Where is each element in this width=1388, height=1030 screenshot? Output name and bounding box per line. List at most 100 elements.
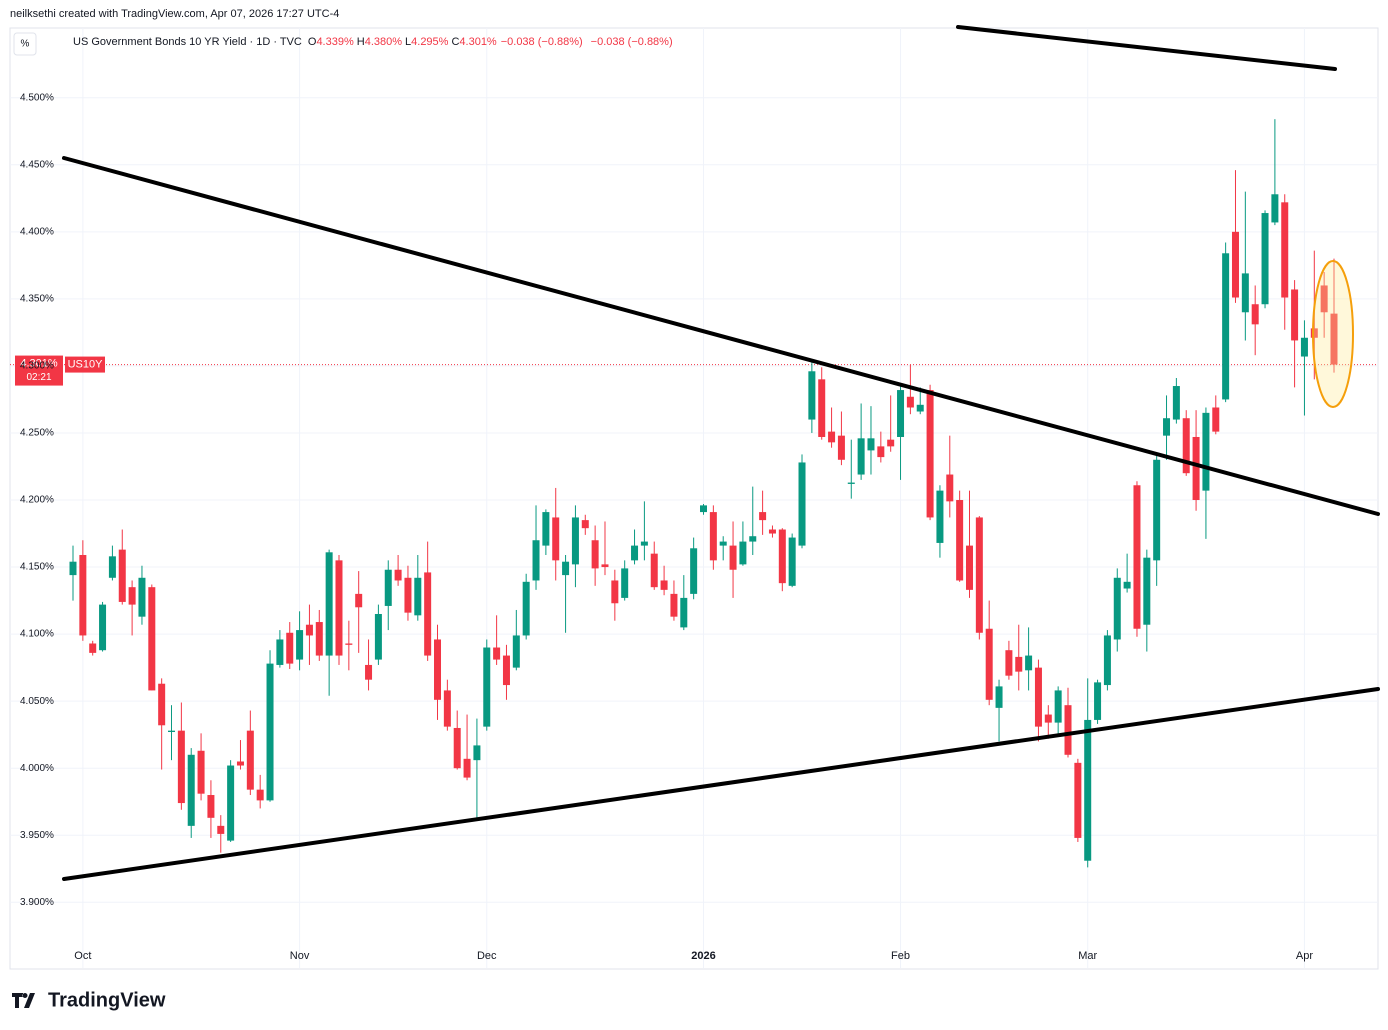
candle-body — [1034, 667, 1042, 727]
x-tick-label: Mar — [1078, 950, 1097, 962]
legend-item: 4.339% — [316, 36, 354, 48]
candle-body — [897, 390, 905, 437]
candle-body — [1153, 459, 1161, 561]
candle-body — [345, 643, 353, 645]
candle-body — [1212, 407, 1220, 432]
candle-body — [591, 540, 599, 569]
y-tick-label: 4.200% — [20, 495, 54, 506]
candle-body — [877, 446, 885, 458]
candle-body — [581, 520, 589, 529]
candle-body — [601, 564, 609, 568]
candle-body — [1094, 682, 1102, 720]
legend: US Government Bonds 10 YR Yield · 1D · T… — [73, 36, 673, 48]
candle-body — [1025, 655, 1033, 671]
x-tick-label: Feb — [891, 950, 910, 962]
candle-body — [1192, 436, 1200, 501]
y-tick-label: 4.050% — [20, 696, 54, 707]
chart-frame — [9, 27, 1379, 970]
legend-item: −0.038 (−0.88%) — [591, 36, 673, 48]
legend-item: C — [451, 36, 459, 48]
candle-body — [1320, 285, 1328, 313]
candle-body — [1054, 690, 1062, 723]
candle-body — [975, 517, 983, 633]
price-tags: 4.301% 02:21 US10Y — [15, 355, 105, 386]
candle-body — [965, 545, 973, 590]
unit-button-label[interactable]: % — [21, 39, 30, 50]
candle-body — [1123, 581, 1131, 589]
candle-body — [443, 690, 451, 727]
candle-body — [867, 438, 875, 451]
candle-body — [335, 560, 343, 656]
candle-body — [266, 663, 274, 801]
candle-body — [640, 541, 648, 546]
y-tick-label: 4.100% — [20, 629, 54, 640]
candle-body — [906, 396, 914, 408]
candle-body — [276, 639, 284, 665]
candle-body — [325, 552, 333, 656]
candle-body — [1044, 714, 1052, 723]
candle-body — [177, 730, 185, 804]
candle-body — [1084, 719, 1092, 861]
candle-body — [1241, 273, 1249, 313]
brand-name: TradingView — [48, 989, 166, 1011]
unit-button[interactable] — [13, 32, 37, 56]
candle-body — [246, 730, 254, 790]
candle-body — [394, 569, 402, 581]
candle-body — [916, 404, 924, 412]
candle-body — [798, 462, 806, 546]
candle-body — [1143, 557, 1151, 625]
candle-body — [1182, 418, 1190, 474]
candle-body — [522, 581, 530, 636]
trend-line — [62, 156, 1380, 516]
candle-body — [887, 439, 895, 447]
candle-body — [1202, 412, 1210, 491]
candle-body — [709, 512, 717, 561]
candle-body — [1172, 386, 1180, 420]
candle-body — [187, 754, 195, 826]
y-tick-label: 4.300% — [20, 361, 54, 372]
candle-body — [700, 505, 707, 513]
candle-body — [286, 632, 294, 664]
y-tick-label: 4.400% — [20, 226, 54, 237]
candle-body — [355, 593, 363, 608]
candle-body — [512, 635, 520, 668]
candle-body — [118, 549, 126, 602]
candle-body — [168, 730, 176, 732]
x-tick-label: Apr — [1296, 950, 1313, 962]
candle-body — [207, 795, 215, 818]
candle-body — [552, 517, 560, 561]
candle-body — [79, 554, 87, 636]
candle-body — [650, 553, 658, 588]
price-tag-label: 4.301% — [20, 357, 58, 369]
candle-body — [69, 561, 77, 576]
y-tick-label: 4.150% — [20, 562, 54, 573]
legend-item: H — [357, 36, 365, 48]
candle-body — [1251, 304, 1259, 325]
candle-body — [532, 540, 540, 581]
candle-body — [956, 500, 964, 581]
candle-body — [660, 580, 668, 590]
candle-body — [611, 580, 619, 604]
price-tag — [15, 355, 63, 386]
legend-item: −0.038 (−0.88%) — [501, 36, 583, 48]
y-tick-label: 3.900% — [20, 897, 54, 908]
candle-body — [1291, 289, 1299, 341]
y-tick-label: 4.350% — [20, 294, 54, 305]
candle-body — [404, 577, 412, 613]
candle-body — [828, 431, 836, 443]
candle-body — [463, 758, 471, 778]
candle-body — [788, 537, 796, 586]
candle-body — [434, 639, 442, 700]
credit: neilksethi created with TradingView.com,… — [10, 8, 339, 20]
candle-body — [1005, 650, 1013, 676]
logo-icon — [12, 993, 35, 1008]
candle-body — [768, 529, 776, 534]
x-tick-label: Oct — [74, 950, 91, 962]
candle-body — [680, 597, 688, 628]
candle-body — [562, 561, 570, 576]
countdown: 02:21 — [26, 372, 51, 383]
candle-body — [256, 789, 264, 801]
x-tick-label: 2026 — [691, 950, 715, 962]
candle-body — [197, 750, 205, 794]
x-tick-label: Dec — [477, 950, 497, 962]
